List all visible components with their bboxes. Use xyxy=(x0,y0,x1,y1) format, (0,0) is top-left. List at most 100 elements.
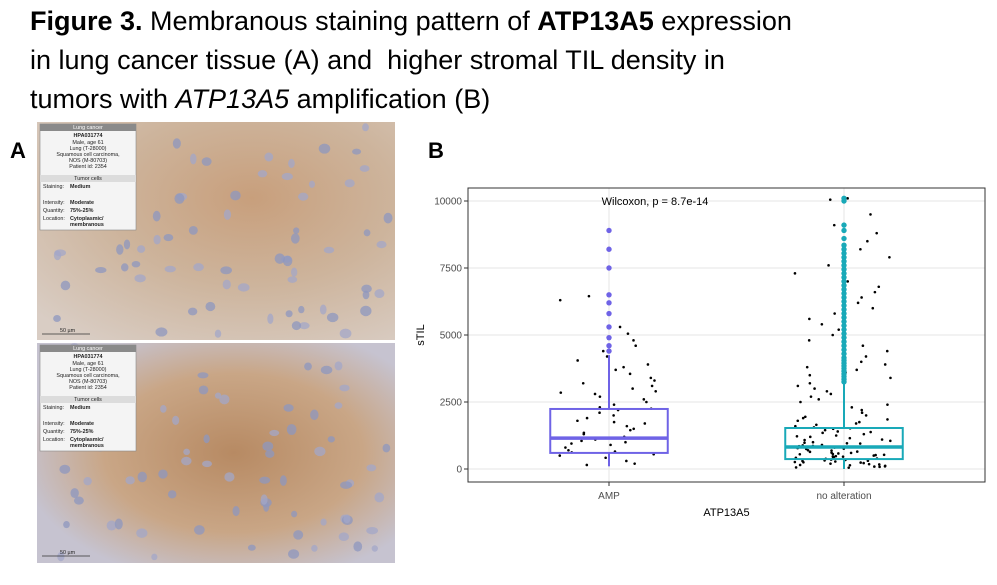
info-value: membranous xyxy=(70,443,104,449)
outlier xyxy=(606,227,612,234)
cell-nucleus xyxy=(259,476,271,484)
data-point xyxy=(598,411,601,415)
data-point xyxy=(869,430,872,434)
cell-nucleus xyxy=(382,443,391,453)
outlier xyxy=(841,258,847,264)
cell-nucleus xyxy=(343,514,351,524)
cell-nucleus xyxy=(183,448,190,455)
cell-nucleus xyxy=(163,234,174,242)
outlier xyxy=(841,294,847,301)
data-point xyxy=(860,408,864,412)
info-value: Medium xyxy=(70,184,91,190)
data-point xyxy=(612,414,615,417)
data-point xyxy=(632,339,635,342)
data-point xyxy=(646,363,650,366)
data-point xyxy=(832,223,836,227)
info-value: Moderate xyxy=(70,421,94,427)
data-point xyxy=(855,450,859,453)
info-label: Quantity: xyxy=(43,208,65,214)
outlier xyxy=(606,324,612,330)
data-point xyxy=(559,391,563,394)
cell-nucleus xyxy=(366,526,379,535)
cell-nucleus xyxy=(172,138,181,149)
data-point xyxy=(830,451,833,454)
cell-nucleus xyxy=(172,415,180,425)
panel-label: A xyxy=(10,138,26,163)
cell-nucleus xyxy=(291,321,302,331)
cell-nucleus xyxy=(260,494,268,505)
x-axis-title: ATP13A5 xyxy=(703,507,749,519)
cell-nucleus xyxy=(298,305,305,314)
cell-nucleus xyxy=(361,284,372,293)
patient-info: Lung (T-28000) xyxy=(70,367,107,373)
cell-nucleus xyxy=(281,172,293,181)
cell-nucleus xyxy=(323,246,335,254)
data-point xyxy=(820,322,824,326)
data-point xyxy=(885,349,889,353)
data-point xyxy=(614,368,617,372)
cell-nucleus xyxy=(193,525,205,535)
data-point xyxy=(625,459,628,463)
cell-nucleus xyxy=(53,314,61,323)
cell-nucleus xyxy=(190,153,197,165)
cell-nucleus xyxy=(326,312,339,323)
cell-nucleus xyxy=(290,267,298,277)
patient-info: NOS (M-80703) xyxy=(69,158,107,164)
section-text: Tumor cells xyxy=(74,397,102,403)
data-point xyxy=(645,400,648,404)
cell-nucleus xyxy=(374,492,385,503)
cell-nucleus xyxy=(203,434,210,444)
data-point xyxy=(808,435,812,439)
data-point xyxy=(859,461,862,464)
data-point xyxy=(847,466,851,469)
data-point xyxy=(593,392,597,396)
data-point xyxy=(585,416,589,420)
cell-nucleus xyxy=(181,456,192,466)
cell-nucleus xyxy=(318,143,331,154)
cell-nucleus xyxy=(344,179,355,188)
outlier xyxy=(841,278,847,285)
cell-nucleus xyxy=(60,280,71,291)
data-point xyxy=(649,376,653,380)
data-point xyxy=(888,439,892,443)
data-point xyxy=(642,398,646,401)
outlier xyxy=(841,322,847,329)
data-point xyxy=(860,411,864,415)
cell-nucleus xyxy=(308,180,316,188)
scale-label: 50 µm xyxy=(60,550,76,556)
data-point xyxy=(862,432,866,436)
cell-nucleus xyxy=(310,409,319,421)
data-point xyxy=(859,360,863,364)
data-point xyxy=(582,431,586,435)
data-point xyxy=(846,280,850,283)
data-point xyxy=(886,403,889,406)
cell-nucleus xyxy=(374,289,385,299)
cell-nucleus xyxy=(205,301,216,312)
data-point xyxy=(836,430,840,433)
outlier xyxy=(606,246,612,252)
data-point xyxy=(622,365,625,369)
data-point xyxy=(808,373,812,377)
info-header-text: Lung cancer xyxy=(73,125,103,131)
data-point xyxy=(643,422,647,425)
cell-nucleus xyxy=(352,148,362,155)
cell-nucleus xyxy=(164,265,176,273)
data-point xyxy=(650,384,654,388)
cell-nucleus xyxy=(151,553,158,561)
data-point xyxy=(803,441,806,445)
info-label: Intensity: xyxy=(43,200,65,206)
data-point xyxy=(581,381,585,385)
data-point xyxy=(587,294,591,298)
info-value: Cytoplasmic/ xyxy=(70,216,104,222)
data-point xyxy=(873,290,877,294)
data-point xyxy=(618,325,622,329)
data-point xyxy=(813,387,816,390)
antibody: HPA031774 xyxy=(74,133,103,139)
cell-nucleus xyxy=(219,394,230,405)
cell-nucleus xyxy=(334,361,343,371)
cell-nucleus xyxy=(291,510,298,518)
data-point xyxy=(624,440,627,444)
data-point xyxy=(831,333,835,337)
outlier xyxy=(606,292,612,298)
